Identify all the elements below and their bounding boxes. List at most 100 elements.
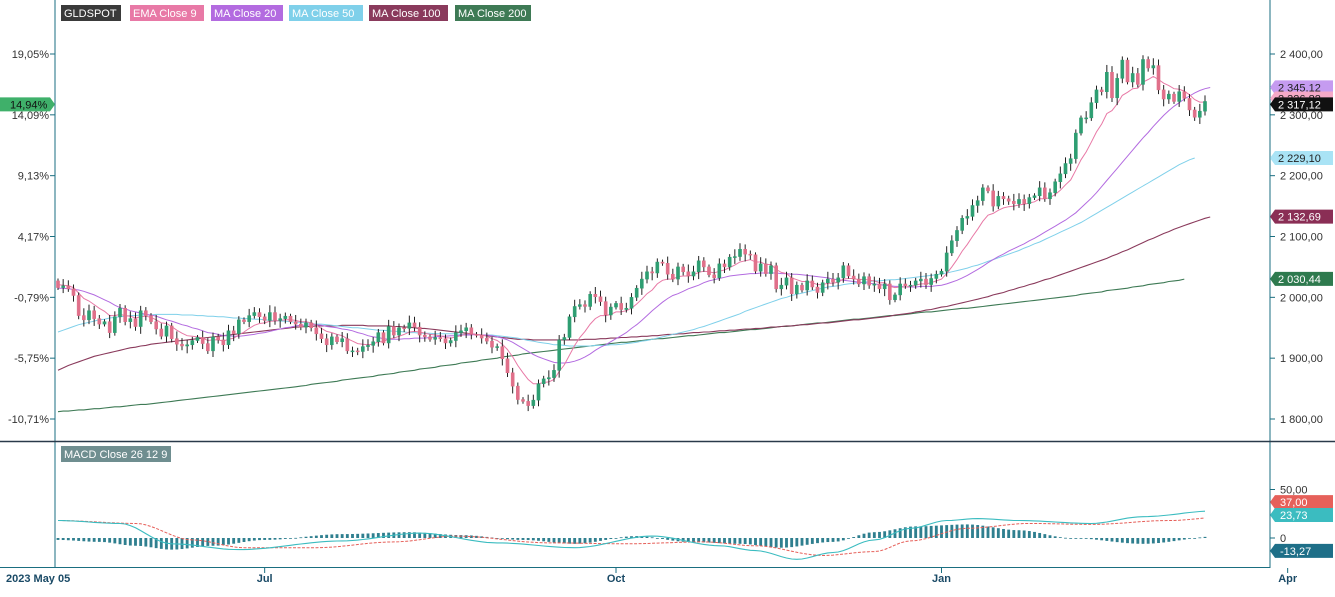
candle-body — [82, 315, 86, 321]
candle-body — [903, 283, 908, 287]
ma-200-line — [57, 278, 1185, 413]
macd-line-series — [57, 510, 1206, 560]
macd-histogram-bar — [909, 526, 912, 538]
macd-histogram-bar — [630, 536, 633, 538]
candle — [665, 256, 670, 280]
candle — [779, 277, 784, 296]
candle-body — [965, 216, 970, 219]
candle — [1192, 106, 1197, 121]
macd-histogram-bar — [1151, 538, 1155, 544]
macd-histogram-bar — [1084, 538, 1088, 539]
candle-body — [857, 278, 861, 285]
macd-histogram-bar — [211, 538, 215, 546]
macd-histogram-bar — [356, 533, 360, 538]
macd-histogram-bar — [77, 538, 81, 541]
candle — [371, 336, 375, 353]
candle-body — [113, 316, 117, 333]
macd-histogram-bar — [475, 535, 478, 538]
macd-histogram-bar — [144, 538, 148, 547]
macd-histogram-bar — [547, 538, 551, 542]
candle — [1001, 192, 1006, 205]
candle — [624, 302, 629, 313]
macd-histogram-bar — [351, 533, 354, 538]
candle-body — [536, 383, 541, 401]
candle-body — [412, 322, 417, 328]
candle — [1141, 55, 1145, 91]
candle — [919, 271, 923, 288]
macd-histogram-bar — [883, 531, 887, 538]
candle — [469, 324, 474, 340]
macd-histogram-bar — [1167, 538, 1171, 542]
candle — [1037, 181, 1042, 202]
price-value-tag: 2 030,44 — [1270, 271, 1333, 286]
candle-body — [671, 273, 675, 280]
candle — [1053, 178, 1057, 197]
macd-histogram-bar — [428, 533, 432, 538]
candle — [190, 336, 195, 350]
candle — [1156, 59, 1161, 95]
macd-histogram-bar — [1043, 534, 1047, 538]
candle-body — [428, 336, 432, 340]
candle-body — [981, 187, 985, 201]
candle — [211, 332, 215, 357]
macd-histogram-bar — [511, 538, 515, 540]
candle-body — [1177, 91, 1181, 102]
candle — [743, 244, 747, 262]
percent-tick-label: 14,09% — [12, 110, 50, 122]
macd-histogram-bar — [981, 525, 985, 538]
candle — [71, 284, 76, 302]
candle-body — [1146, 59, 1150, 69]
macd-histogram-bar — [723, 538, 726, 544]
candle — [541, 375, 546, 388]
left-percent-marker: 14,94% — [0, 97, 55, 112]
candle-body — [319, 333, 324, 339]
candle-body — [200, 337, 205, 344]
macd-histogram-bar — [568, 538, 571, 544]
macd-value-tag: 23,73 — [1270, 507, 1333, 522]
macd-histogram-bar — [1172, 538, 1176, 542]
legend-item: MA Close 20 — [211, 5, 283, 21]
candle-body — [1120, 59, 1125, 79]
candle-body — [986, 187, 990, 192]
candle — [888, 280, 892, 305]
macd-label: MACD Close 26 12 9 — [61, 446, 171, 462]
legend-item: MA Close 50 — [289, 5, 363, 21]
candle — [262, 313, 267, 325]
candle — [748, 250, 753, 260]
candle — [893, 292, 897, 303]
candle — [231, 325, 236, 342]
candle-body — [665, 263, 670, 275]
candle — [495, 343, 499, 351]
macd-histogram-bar — [929, 525, 933, 538]
macd-histogram-bar — [506, 538, 509, 540]
macd-histogram-bar — [552, 538, 556, 543]
candle-body — [862, 276, 866, 285]
candle — [1161, 85, 1166, 107]
candle-body — [268, 312, 272, 321]
candle — [593, 286, 598, 304]
macd-value-tag-background — [1270, 495, 1333, 510]
candle-body — [950, 240, 954, 254]
candle — [257, 308, 262, 323]
candle-body — [118, 308, 122, 318]
macd-histogram-bar — [237, 538, 241, 543]
candle-body — [345, 338, 350, 352]
candle — [903, 278, 908, 289]
macd-histogram-bar — [516, 538, 520, 540]
candle — [955, 226, 959, 247]
candle — [1110, 66, 1114, 103]
candle-body — [185, 344, 189, 347]
macd-histogram-bar — [299, 537, 303, 539]
candle-body — [702, 260, 706, 268]
candle — [149, 313, 153, 325]
candle-body — [1001, 196, 1006, 200]
candle-body — [603, 301, 608, 316]
candle — [810, 275, 815, 291]
macd-histogram-bar — [1141, 538, 1145, 544]
candle-body — [784, 277, 789, 286]
ma-20-line — [58, 87, 1211, 364]
candle-body — [417, 326, 422, 336]
candle — [1187, 94, 1192, 117]
